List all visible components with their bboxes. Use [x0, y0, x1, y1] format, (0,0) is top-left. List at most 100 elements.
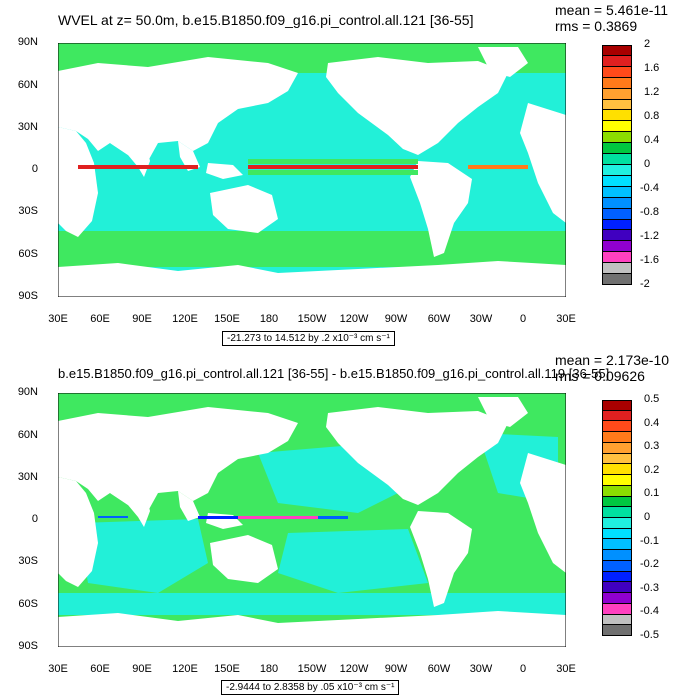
colorbar-swatch	[602, 550, 632, 561]
colorbar-swatch	[602, 219, 632, 231]
colorbar-swatch	[602, 132, 632, 144]
antarctica	[58, 611, 566, 647]
colorbar-tick-label: 0.4	[644, 134, 660, 146]
colorbar-tick-label: -2	[640, 278, 650, 290]
lon-label: 30E	[48, 663, 68, 675]
colorbar-swatch	[602, 410, 632, 422]
colorbar-tick-label: -0.4	[640, 182, 659, 194]
colorbar-swatch	[602, 432, 632, 443]
panel1-range-label: -21.273 to 14.512 by .2 x10⁻³ cm s⁻¹	[222, 331, 395, 346]
colorbar-swatch	[602, 507, 632, 518]
north-america	[326, 57, 508, 155]
colorbar-tick-label: -1.2	[640, 230, 659, 242]
lon-label: 30W	[469, 313, 493, 325]
eurasia	[58, 407, 298, 511]
lon-label: 90E	[132, 663, 152, 675]
equator-anomaly	[198, 516, 238, 519]
cyan-patch	[78, 519, 208, 593]
lon-label: 180	[259, 663, 279, 675]
lon-label: 60W	[427, 663, 451, 675]
lon-label: 30E	[556, 663, 576, 675]
panel2-colorbar-labels: 0.5 0.4 0.3 0.2 0.1 0 -0.1 -0.2 -0.3 -0.4 -0.5	[640, 393, 680, 641]
colorbar-swatch	[602, 45, 632, 56]
lat-label: 0	[31, 513, 38, 525]
colorbar-tick-label: -0.3	[640, 581, 659, 594]
lon-label: 180	[259, 313, 279, 325]
colorbar-swatch	[602, 539, 632, 551]
colorbar-swatch	[602, 55, 632, 67]
colorbar-swatch	[602, 175, 632, 187]
colorbar-swatch	[602, 165, 632, 176]
colorbar-swatch	[602, 400, 632, 411]
australia	[210, 535, 278, 583]
colorbar-tick-label: 0	[644, 511, 651, 523]
colorbar-tick-label: -0.2	[640, 558, 659, 571]
southern-ocean-band	[58, 231, 566, 267]
colorbar-swatch	[602, 475, 632, 486]
lon-label: 0	[519, 663, 527, 675]
colorbar-swatch	[602, 186, 632, 198]
lon-label: 0	[519, 313, 527, 325]
colorbar-swatch	[602, 518, 632, 529]
panel1-map	[58, 43, 566, 297]
panel2-rms: rms = 0.09626	[555, 368, 645, 384]
colorbar-tick-label: 0.4	[644, 416, 660, 429]
lon-label: 120E	[172, 663, 198, 675]
panel2-title: b.e15.B1850.f09_g16.pi_control.all.121 […	[58, 366, 610, 381]
africa	[58, 127, 98, 237]
lat-label: 90S	[18, 640, 38, 652]
lat-label: 60S	[18, 248, 38, 260]
south-america	[410, 511, 472, 607]
se-asia	[178, 141, 200, 171]
colorbar-tick-label: 0.8	[644, 110, 660, 122]
colorbar-tick-label: 0.2	[644, 463, 660, 476]
colorbar-swatch	[602, 230, 632, 242]
africa-east	[520, 103, 566, 223]
india	[110, 493, 150, 527]
colorbar-tick-label: -0.4	[640, 605, 659, 618]
lon-label: 120W	[339, 663, 369, 675]
colorbar-swatch	[602, 421, 632, 433]
africa-east	[520, 453, 566, 573]
equator-anomaly	[98, 516, 128, 518]
colorbar-swatch	[602, 582, 632, 594]
lat-label: 30S	[18, 555, 38, 567]
lon-label: 60E	[90, 313, 110, 325]
lon-label: 60W	[427, 313, 451, 325]
indonesia	[206, 163, 243, 179]
colorbar-swatch	[602, 485, 632, 497]
lat-label: 90S	[18, 290, 38, 302]
lon-label: 90W	[384, 663, 408, 675]
lon-label: 120E	[172, 313, 198, 325]
lat-label: 0	[31, 163, 38, 175]
panel1-rms: rms = 0.3869	[555, 18, 638, 34]
eurasia	[58, 57, 298, 161]
colorbar-swatch	[602, 603, 632, 615]
colorbar-swatch	[602, 121, 632, 133]
south-america	[410, 161, 472, 257]
greenland	[478, 47, 528, 77]
colorbar-swatch	[602, 528, 632, 540]
lon-label: 150E	[214, 313, 240, 325]
colorbar-swatch	[602, 496, 632, 508]
colorbar-swatch	[602, 571, 632, 583]
colorbar-swatch	[602, 143, 632, 155]
lon-label: 150E	[214, 663, 240, 675]
panel2-range-label: -2.9444 to 2.8358 by .05 x10⁻³ cm s⁻¹	[221, 680, 400, 695]
lat-label: 60N	[17, 79, 38, 91]
lat-label: 30N	[17, 471, 38, 483]
indian-equator-band	[78, 165, 198, 169]
colorbar-swatch	[602, 625, 632, 636]
colorbar-tick-label: 1.6	[644, 62, 660, 74]
colorbar-tick-label: -0.8	[640, 206, 659, 218]
equator-anomaly	[238, 516, 318, 519]
lon-label: 90E	[132, 313, 152, 325]
lon-label: 150W	[297, 313, 327, 325]
colorbar-swatch	[602, 274, 632, 285]
colorbar-swatch	[602, 442, 632, 454]
lat-label: 30S	[18, 205, 38, 217]
panel1-mean: mean = 5.461e-11	[555, 2, 668, 18]
lat-label: 60N	[17, 429, 38, 441]
colorbar-swatch	[602, 77, 632, 89]
pacific-equator-band	[248, 165, 418, 169]
